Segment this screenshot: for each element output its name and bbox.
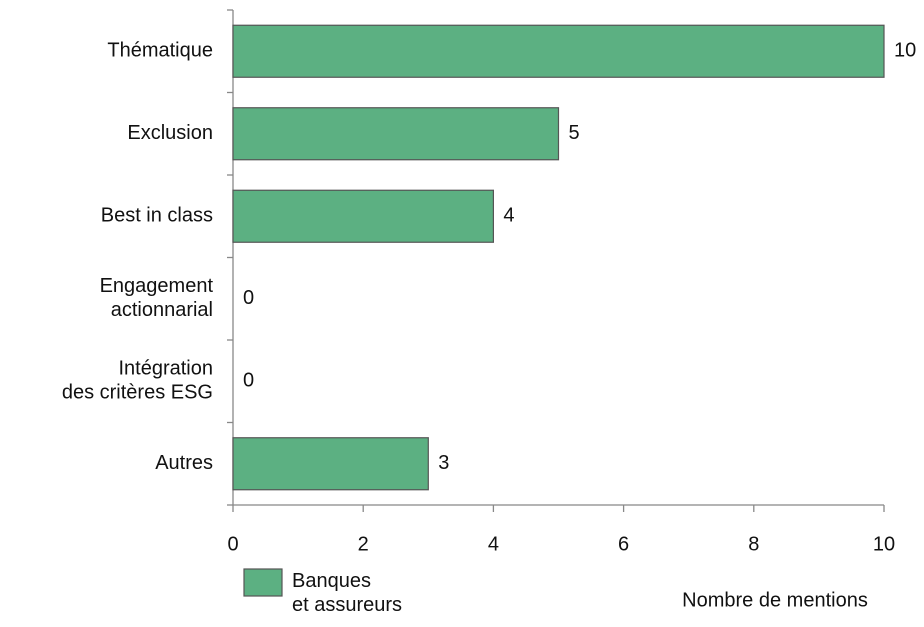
- bar: [232, 24, 885, 78]
- x-axis-label: Nombre de mentions: [682, 589, 868, 611]
- data-label: 5: [569, 122, 580, 144]
- y-tick-label: Intégration des critères ESG: [62, 358, 213, 404]
- bar: [232, 107, 560, 161]
- y-tick-label: Exclusion: [127, 122, 213, 144]
- y-tick-label: Engagement actionnarial: [100, 275, 214, 321]
- y-tick-label: Best in class: [101, 205, 213, 227]
- x-tick-label: 2: [358, 533, 369, 555]
- data-label: 0: [243, 287, 254, 309]
- x-tick-label: 8: [748, 533, 759, 555]
- data-label: 3: [438, 452, 449, 474]
- y-tick-label: Thématique: [107, 40, 213, 62]
- x-tick-label: 6: [618, 533, 629, 555]
- legend-label: Banques et assureurs: [292, 570, 402, 616]
- data-label: 4: [503, 205, 514, 227]
- y-tick-label: Autres: [155, 452, 213, 474]
- data-label: 10: [894, 40, 916, 62]
- x-tick-label: 10: [873, 533, 895, 555]
- legend-swatch: [243, 568, 283, 597]
- bar: [232, 189, 494, 243]
- data-label: 0: [243, 370, 254, 392]
- x-tick-label: 4: [488, 533, 499, 555]
- bar: [232, 437, 429, 491]
- x-tick-label: 0: [227, 533, 238, 555]
